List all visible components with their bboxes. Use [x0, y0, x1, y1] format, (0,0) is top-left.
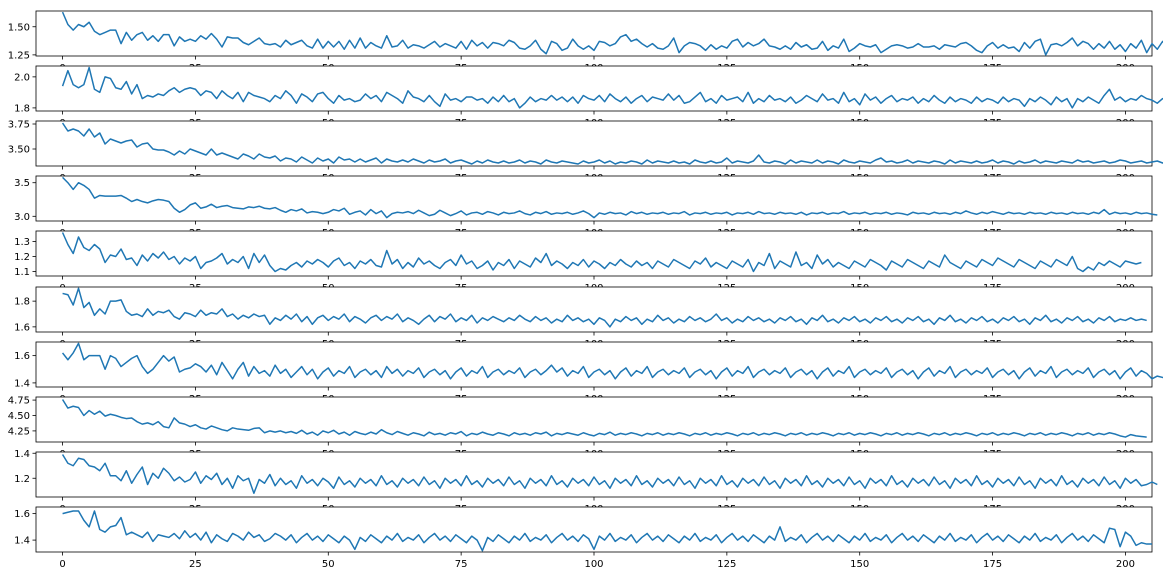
chart-panel-1: 1.251.500255075100125150175200 [8, 10, 1163, 74]
y-tick-label: 3.5 [14, 178, 30, 189]
y-tick-label: 4.75 [8, 396, 30, 407]
plot-frame [35, 286, 1153, 333]
series-line [61, 11, 1163, 56]
series-line [61, 342, 1163, 380]
series-line [62, 287, 1147, 328]
x-tick-label: 150 [850, 559, 869, 570]
plot-frame [35, 175, 1153, 222]
y-tick-label: 1.1 [14, 267, 30, 278]
chart-panel-2: 1.82.00255075100125150175200 [14, 65, 1163, 129]
y-tick-label: 4.50 [8, 411, 30, 422]
y-tick-label: 3.75 [8, 120, 30, 131]
series-line [61, 66, 1163, 109]
y-tick-label: 1.2 [14, 474, 30, 485]
x-tick-label: 50 [322, 559, 335, 570]
plot-frame [35, 120, 1153, 167]
y-tick-label: 1.6 [14, 351, 30, 362]
series-line [61, 454, 1158, 494]
y-tick-label: 1.3 [14, 237, 30, 248]
series-line [61, 399, 1147, 438]
chart-panel-6: 1.61.80255075100125150175200 [14, 286, 1153, 350]
series-line [62, 510, 1152, 552]
y-tick-label: 1.4 [14, 378, 30, 389]
x-tick-label: 75 [455, 559, 468, 570]
chart-panel-8: 4.254.504.750255075100125150175200 [8, 396, 1153, 460]
x-tick-label: 125 [717, 559, 736, 570]
y-tick-label: 1.8 [14, 297, 30, 308]
chart-panel-3: 3.503.750255075100125150175200 [8, 120, 1163, 184]
y-tick-label: 1.50 [8, 22, 30, 33]
chart-panel-9: 1.21.40255075100125150175200 [14, 449, 1158, 515]
x-tick-label: 0 [59, 559, 65, 570]
y-tick-label: 1.2 [14, 252, 30, 263]
plot-frame [35, 341, 1153, 388]
x-tick-label: 100 [584, 559, 603, 570]
plot-frame [35, 506, 1153, 553]
series-line [62, 176, 1158, 219]
y-tick-label: 3.50 [8, 145, 30, 156]
x-tick-label: 200 [1116, 559, 1135, 570]
y-tick-label: 1.8 [14, 103, 30, 114]
y-tick-label: 4.25 [8, 426, 30, 437]
y-tick-label: 1.25 [8, 50, 30, 61]
series-line [61, 232, 1142, 273]
x-tick-label: 175 [983, 559, 1002, 570]
chart-panel-10: 1.4 1.6 0 25 50 75 100 125 150 175 200 [14, 506, 1153, 570]
y-tick-label: 2.0 [14, 72, 30, 83]
plot-frame [35, 10, 1153, 57]
chart-panel-5: 1.11.21.30255075100125150175200 [14, 230, 1153, 294]
plot-frame [35, 396, 1153, 443]
y-tick-label: 1.4 [14, 449, 30, 460]
plot-frame [35, 230, 1153, 277]
plot-frame [35, 65, 1153, 112]
chart-panel-4: 3.03.50255075100125150175200 [14, 175, 1158, 239]
y-tick-label: 3.0 [14, 212, 30, 223]
series-line [61, 122, 1163, 165]
x-tick-label: 25 [189, 559, 202, 570]
plot-frame [35, 451, 1153, 498]
y-tick-label: 1.6 [14, 322, 30, 333]
y-tick-label: 1.4 [14, 536, 30, 547]
y-tick-label: 1.6 [14, 509, 30, 520]
